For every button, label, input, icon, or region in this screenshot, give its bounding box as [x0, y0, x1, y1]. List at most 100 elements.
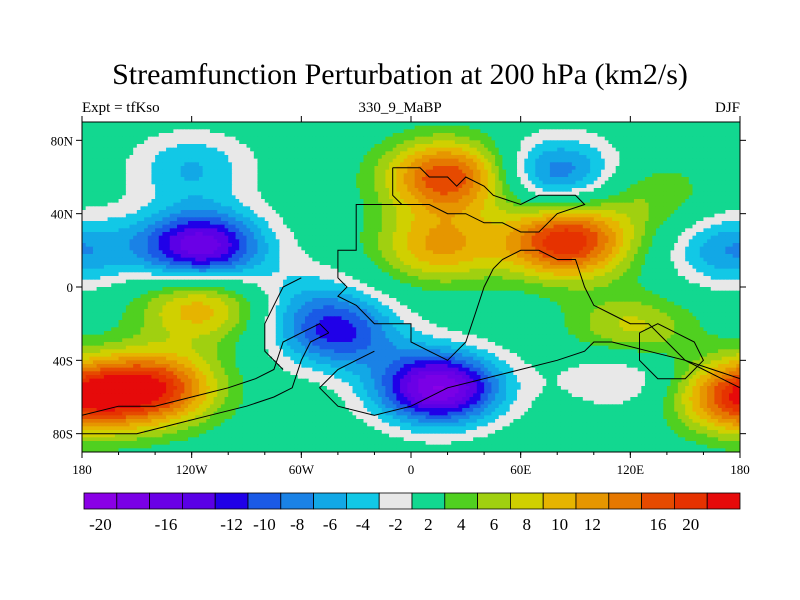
field-cell	[253, 166, 259, 171]
field-cell	[396, 140, 401, 145]
field-cell	[334, 213, 339, 218]
field-cell	[619, 195, 624, 200]
field-cell	[495, 122, 500, 127]
field-cell	[151, 125, 156, 130]
field-cell	[465, 140, 471, 145]
field-cell	[517, 177, 522, 182]
field-cell	[458, 133, 463, 138]
field-cell	[531, 202, 536, 207]
field-cell	[92, 158, 98, 163]
field-cell	[527, 122, 533, 127]
field-cell	[707, 202, 712, 207]
field-cell	[407, 133, 412, 138]
field-cell	[220, 195, 226, 200]
field-cell	[729, 213, 734, 218]
field-cell	[469, 191, 474, 196]
field-cell	[513, 195, 518, 200]
field-cell	[144, 166, 149, 171]
field-cell	[414, 136, 419, 141]
field-cell	[648, 122, 653, 127]
field-cell	[129, 202, 134, 207]
field-cell	[633, 151, 639, 156]
field-cell	[670, 217, 675, 222]
field-cell	[162, 173, 167, 178]
field-cell	[571, 188, 577, 193]
field-cell	[443, 210, 449, 215]
field-cell	[707, 210, 712, 215]
field-cell	[421, 133, 427, 138]
field-cell	[608, 133, 613, 138]
field-cell	[557, 147, 562, 152]
field-cell	[162, 191, 167, 196]
field-cell	[286, 188, 291, 193]
field-cell	[560, 147, 566, 152]
field-cell	[487, 173, 493, 178]
field-cell	[250, 199, 255, 204]
field-cell	[487, 155, 493, 160]
field-cell	[129, 133, 134, 138]
field-cell	[469, 195, 474, 200]
field-cell	[630, 166, 635, 171]
field-cell	[546, 217, 551, 222]
field-cell	[553, 133, 558, 138]
field-cell	[590, 199, 595, 204]
field-cell	[283, 206, 288, 211]
field-cell	[652, 217, 657, 222]
field-cell	[593, 169, 599, 174]
field-cell	[239, 125, 244, 130]
field-cell	[411, 191, 416, 196]
field-cell	[542, 195, 547, 200]
field-cell	[579, 173, 584, 178]
field-cell	[524, 191, 529, 196]
field-cell	[341, 169, 346, 174]
field-cell	[389, 162, 394, 167]
field-cell	[403, 144, 408, 149]
field-cell	[283, 210, 288, 215]
field-cell	[348, 169, 354, 174]
field-cell	[707, 199, 712, 204]
field-cell	[403, 129, 408, 134]
field-cell	[396, 188, 401, 193]
field-cell	[304, 188, 310, 193]
field-cell	[407, 173, 412, 178]
field-cell	[235, 140, 240, 145]
field-cell	[480, 206, 485, 211]
field-cell	[89, 140, 94, 145]
field-cell	[166, 188, 171, 193]
field-cell	[732, 166, 737, 171]
field-cell	[381, 210, 387, 215]
field-cell	[370, 221, 376, 226]
field-cell	[389, 125, 394, 130]
field-cell	[330, 144, 335, 149]
field-cell	[612, 151, 617, 156]
field-cell	[209, 184, 215, 189]
field-cell	[341, 140, 346, 145]
field-cell	[462, 217, 467, 222]
field-cell	[542, 122, 547, 127]
field-cell	[264, 195, 270, 200]
field-cell	[286, 169, 291, 174]
field-cell	[370, 217, 376, 222]
field-cell	[96, 217, 101, 222]
field-cell	[736, 191, 740, 196]
field-cell	[447, 188, 452, 193]
field-cell	[290, 140, 295, 145]
field-cell	[122, 151, 127, 156]
field-cell	[283, 188, 288, 193]
field-cell	[392, 199, 397, 204]
field-cell	[454, 180, 460, 185]
field-cell	[92, 151, 98, 156]
field-cell	[637, 125, 642, 130]
field-cell	[213, 158, 218, 163]
field-cell	[133, 133, 138, 138]
field-cell	[648, 125, 653, 130]
field-cell	[674, 199, 679, 204]
field-cell	[107, 122, 112, 127]
field-cell	[718, 158, 723, 163]
field-cell	[188, 158, 193, 163]
field-cell	[579, 136, 584, 141]
field-cell	[308, 213, 313, 218]
field-cell	[714, 125, 719, 130]
field-cell	[670, 162, 675, 167]
field-cell	[304, 221, 310, 226]
